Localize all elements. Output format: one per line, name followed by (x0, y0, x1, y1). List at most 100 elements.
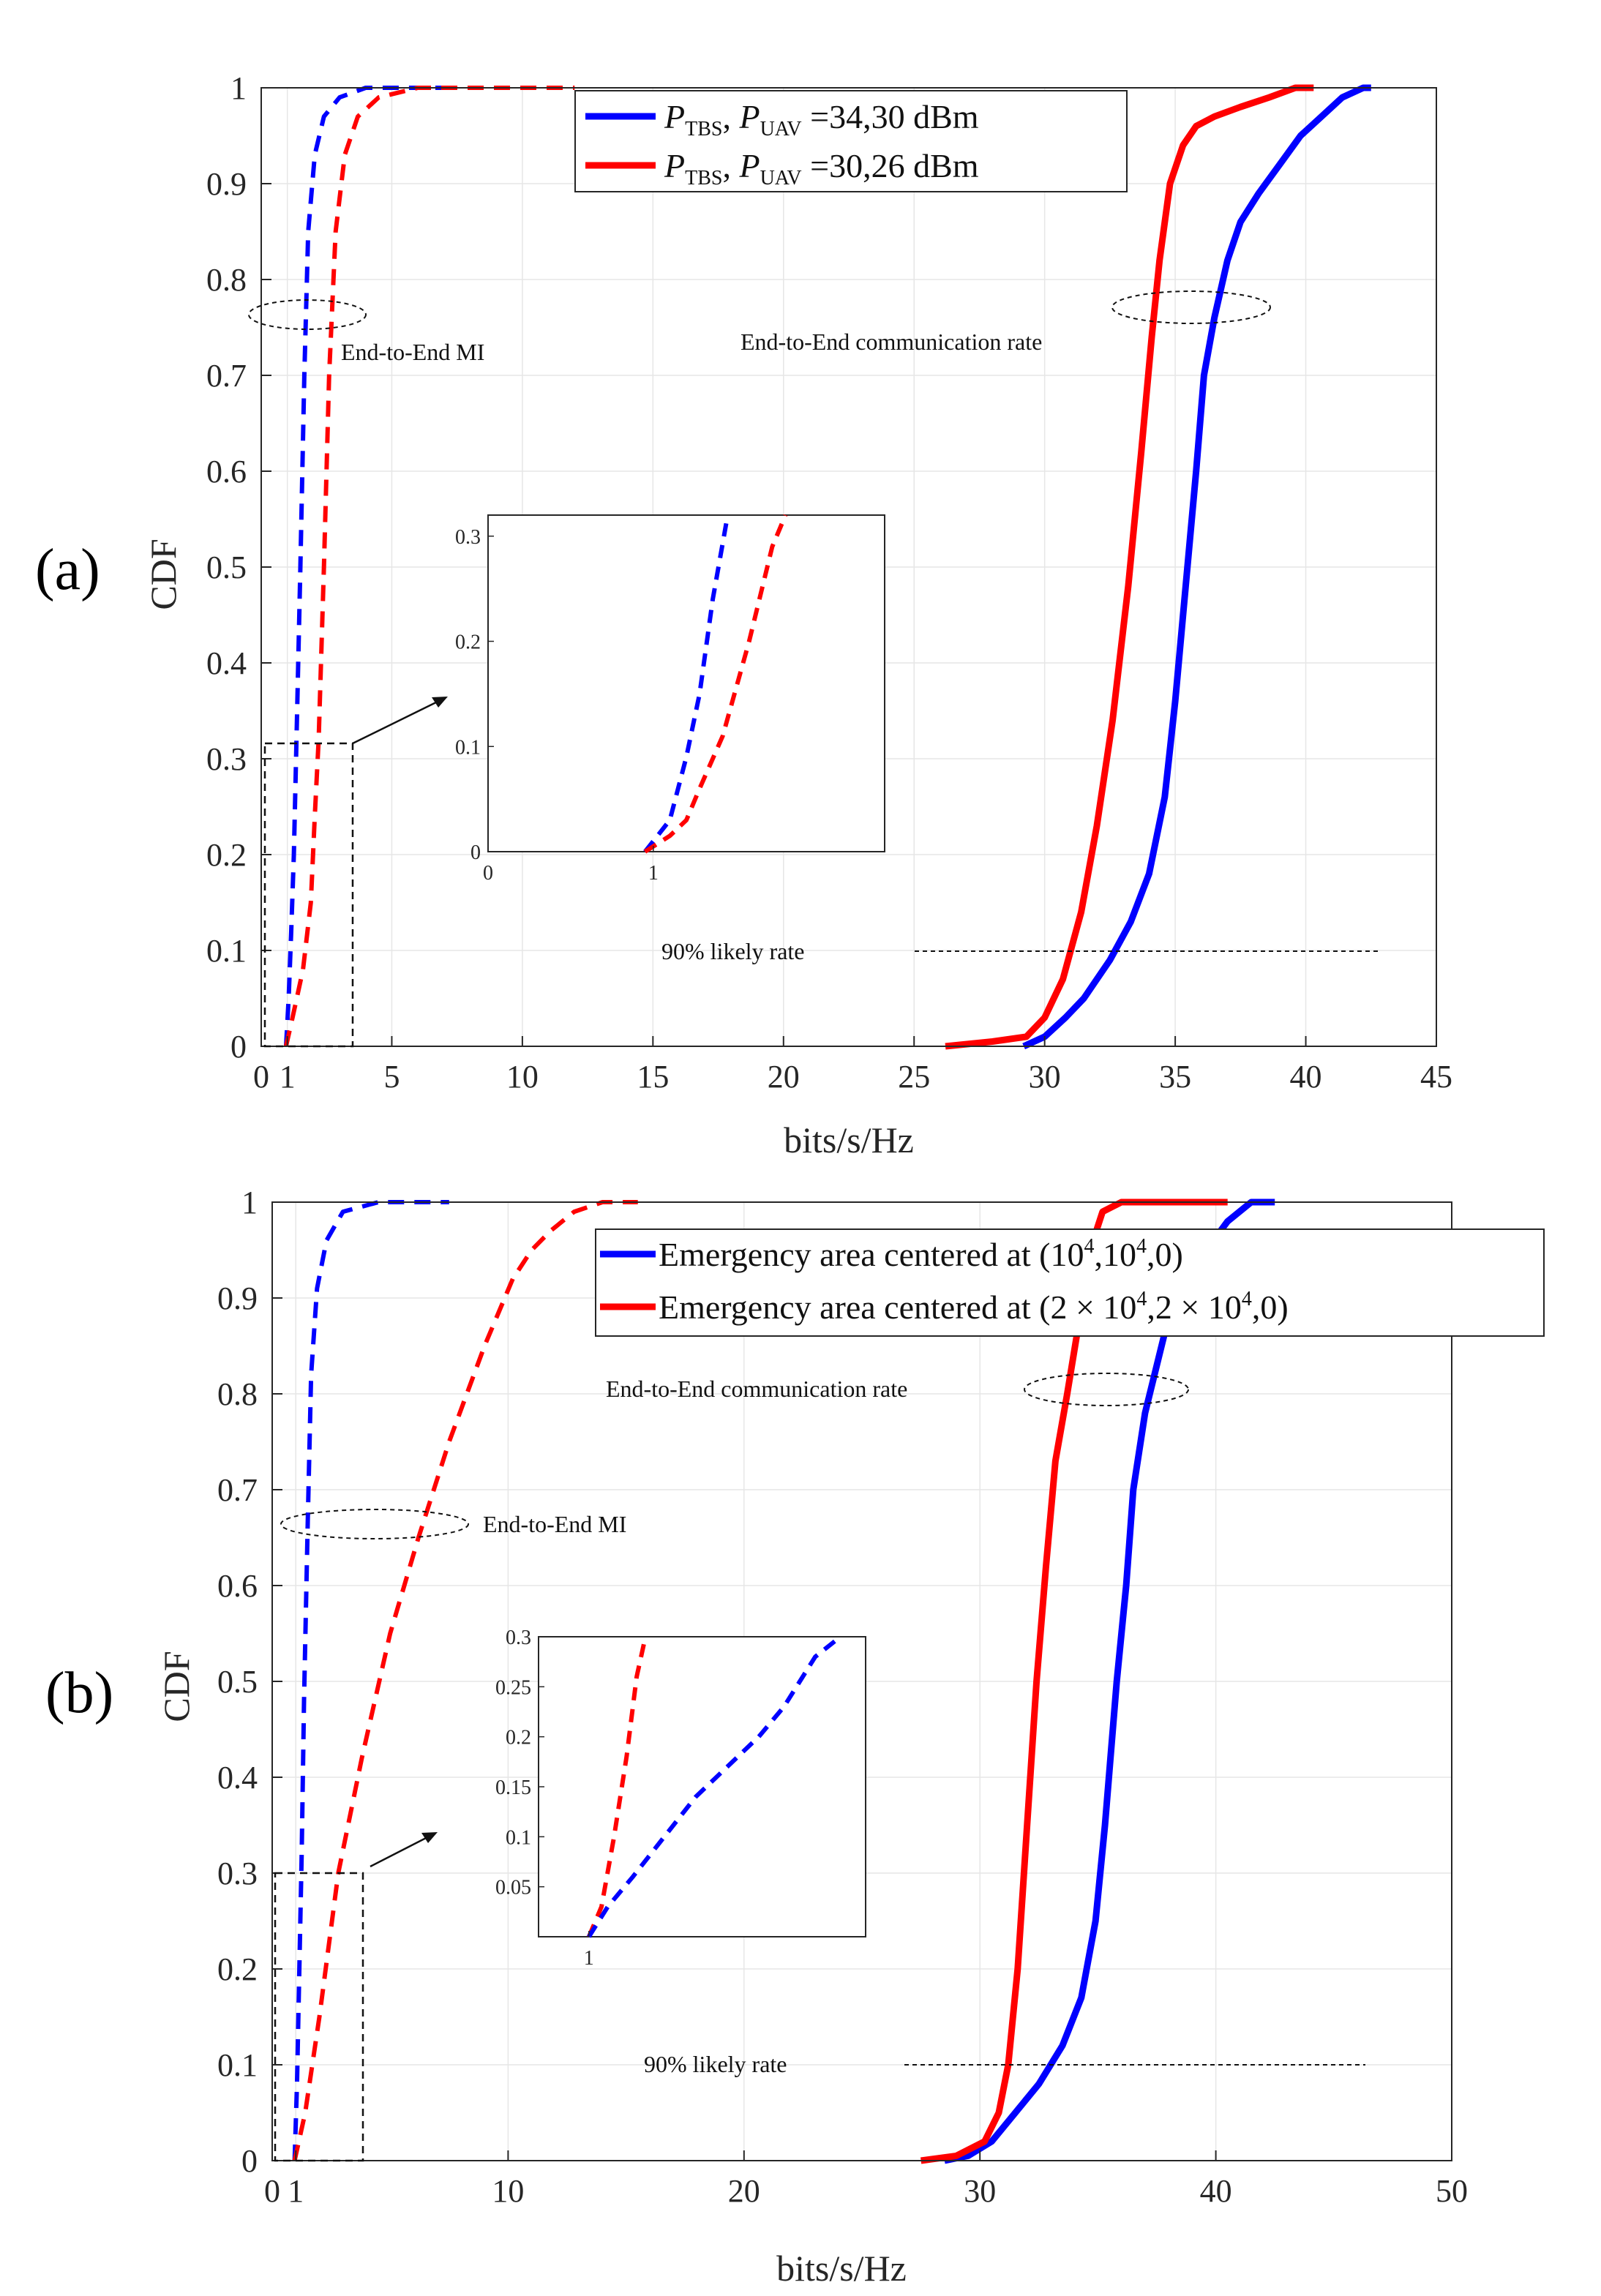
panel-a-zoom-arrow (352, 698, 443, 745)
panel-a-xtick-label: 10 (506, 1059, 539, 1095)
panel-b-xtick-label: 40 (1200, 2173, 1232, 2209)
panel-b-rate-annotation: End-to-End communication rate (606, 1376, 907, 1402)
panel-b-inset-ytick-label: 0.15 (495, 1777, 531, 1799)
panel-a-mi-annotation: End-to-End MI (341, 339, 484, 365)
panel-b-ytick-label: 0.5 (217, 1664, 258, 1700)
panel-b-inset-ytick-label: 0.25 (495, 1676, 531, 1699)
panel-a-xtick-label: 20 (768, 1059, 800, 1095)
panel-b-zoom-arrow (370, 1834, 432, 1868)
panel-a-rate-annotation: End-to-End communication rate (740, 329, 1042, 355)
panel-a-legend-entry-1: PTBS, PUAV =34,30 dBm (664, 98, 979, 140)
panel-a-xtick-label: 45 (1420, 1059, 1452, 1095)
panel-a-inset-xtick-label: 1 (648, 862, 659, 885)
panel-a-xtick-label: 35 (1159, 1059, 1191, 1095)
panel-b-zoom-arrowhead (421, 1832, 438, 1843)
panel-b-ytick-label: 0.9 (217, 1280, 258, 1316)
panel-b-chart: 0 1 10 20 30 40 5000.10.20.30.40.50.60.70.80.9… (45, 1185, 1545, 2289)
panel-a-ytick-label: 0.1 (206, 933, 247, 969)
panel-a-rate-ellipse (1111, 290, 1271, 324)
panel-b-xtick-label: 0 (264, 2173, 280, 2209)
panel-b-legend-entry-1: Emergency area centered at (104,104,0) (659, 1235, 1183, 1273)
panel-b-mi-annotation: End-to-End MI (483, 1511, 626, 1537)
panel-b-xtick-label: 10 (492, 2173, 524, 2209)
panel-a-zoom-arrowhead (432, 697, 448, 708)
panel-a-series-line-1 (283, 86, 457, 1047)
panel-a-chart: 0 1 5 10 15 20 25 30 35 40 4500.10.20.30.40.50.60.… (35, 70, 1452, 1160)
panel-b-zoom-box (274, 1872, 364, 2162)
panel-a-inset-ytick-label: 0.1 (455, 736, 481, 759)
panel-b-inset-xtick-label: 1 (584, 1947, 594, 1970)
panel-a-label: (a) (35, 538, 100, 602)
panel-a-ylabel: CDF (143, 539, 184, 609)
panel-b-ticks: 0 1 10 20 30 40 5000.10.20.30.40.50.60.70.80.9… (217, 1185, 1468, 2209)
panel-b-inset-series-line-1 (587, 1636, 648, 1938)
panel-b-ytick-label: 0.8 (217, 1376, 258, 1412)
panel-a-ytick-label: 0.4 (206, 645, 247, 681)
panel-a-ytick-label: 1 (230, 70, 247, 106)
panel-a-ytick-label: 0 (230, 1029, 247, 1065)
panel-b-inset-series-line-2 (587, 1635, 842, 1938)
panel-a-zoom-box (263, 742, 354, 1048)
panel-a-inset-series (643, 514, 788, 854)
panel-a-legend: PTBS, PUAV =34,30 dBm PTBS, PUAV =30,26 … (574, 90, 1128, 192)
panel-b-series-line-2 (292, 1200, 638, 2161)
panel-a-ytick-label: 0.2 (206, 837, 247, 873)
panel-a-inset-xtick-label: 0 (483, 862, 493, 885)
panel-b-inset-ytick-label: 0.2 (506, 1727, 531, 1749)
panel-b-legend-box (595, 1228, 1545, 1337)
panel-a-ytick-label: 0.7 (206, 358, 247, 394)
panel-a-series (283, 84, 1371, 1050)
panel-b-inset-ytick-label: 0.3 (506, 1627, 531, 1649)
panel-a-inset-ticks: 0 1 0 0.1 0.2 0.3 (455, 526, 659, 885)
panel-a-inset-ytick-label: 0.3 (455, 526, 481, 549)
panel-b-xtick-label: 50 (1436, 2173, 1468, 2209)
panel-a-xtick-label: 40 (1290, 1059, 1322, 1095)
panel-a-xtick-label: 30 (1029, 1059, 1061, 1095)
panel-a-xtick-label: 5 (383, 1059, 400, 1095)
panel-a-legend-entry-2: PTBS, PUAV =30,26 dBm (664, 147, 979, 190)
panel-b-inset-ytick-label: 0.05 (495, 1877, 531, 1899)
panel-a-inset-ytick-label: 0.2 (455, 631, 481, 654)
panel-a-xtick-label: 25 (898, 1059, 930, 1095)
panel-b-legend: Emergency area centered at (104,104,0) E… (595, 1228, 1545, 1337)
panel-b-inset-ticks: 1 0.05 0.1 0.15 0.2 0.25 0.3 (495, 1627, 594, 1970)
panel-a-series-line-2 (283, 86, 575, 1047)
panel-b-xtick-label: 1 (288, 2173, 304, 2209)
panel-b-ytick-label: 0.3 (217, 1856, 258, 1891)
panel-b-ytick-label: 1 (241, 1185, 258, 1220)
panel-a-xtick-label: 1 (280, 1059, 296, 1095)
panel-a-legend-box (574, 90, 1128, 192)
panel-a-xtick-label: 15 (637, 1059, 669, 1095)
panel-b-xtick-label: 30 (964, 2173, 996, 2209)
panel-a-series-line-3 (1022, 84, 1371, 1050)
panel-a-ytick-label: 0.8 (206, 262, 247, 298)
panel-a-xlabel: bits/s/Hz (784, 1119, 914, 1160)
panel-b-rate-ellipse (1024, 1373, 1189, 1406)
panel-a-inset-frame (487, 514, 885, 852)
panel-b-label: (b) (45, 1661, 113, 1725)
panel-a-inset: 0 1 0 0.1 0.2 0.3 (455, 514, 885, 885)
panel-a-xtick-label: 0 (253, 1059, 269, 1095)
panel-b-inset-ytick-label: 0.1 (506, 1826, 531, 1849)
panel-a-ticks: 0 1 5 10 15 20 25 30 35 40 4500.10.20.30.40.50.60.… (206, 70, 1452, 1095)
panel-b-inset-frame (538, 1636, 866, 1937)
panel-a-ytick-label: 0.6 (206, 454, 247, 489)
panel-a-mi-ellipse (248, 299, 367, 330)
panel-a-likely-annotation: 90% likely rate (661, 938, 804, 964)
panel-b-legend-entry-2: Emergency area centered at (2 × 104,2 × … (659, 1288, 1289, 1326)
panel-b-inset: 1 0.05 0.1 0.15 0.2 0.25 0.3 (495, 1627, 866, 1970)
panel-a-ytick-label: 0.5 (206, 549, 247, 585)
panel-b-xlabel: bits/s/Hz (776, 2248, 907, 2289)
panel-b-ytick-label: 0.2 (217, 1951, 258, 1987)
panel-b-series-line-4 (920, 1198, 1228, 2164)
panel-a-inset-series-line-2 (643, 514, 788, 854)
panel-b-series-line-1 (292, 1200, 449, 2161)
panel-a-inset-series-line-1 (643, 514, 730, 853)
panel-b-ytick-label: 0.6 (217, 1568, 258, 1604)
panel-b-likely-annotation: 90% likely rate (644, 2051, 787, 2077)
panel-a-inset-ytick-label: 0 (470, 841, 481, 864)
panel-b-ytick-label: 0 (241, 2143, 258, 2179)
panel-a-ytick-label: 0.9 (206, 166, 247, 202)
panel-b-xtick-label: 20 (728, 2173, 760, 2209)
